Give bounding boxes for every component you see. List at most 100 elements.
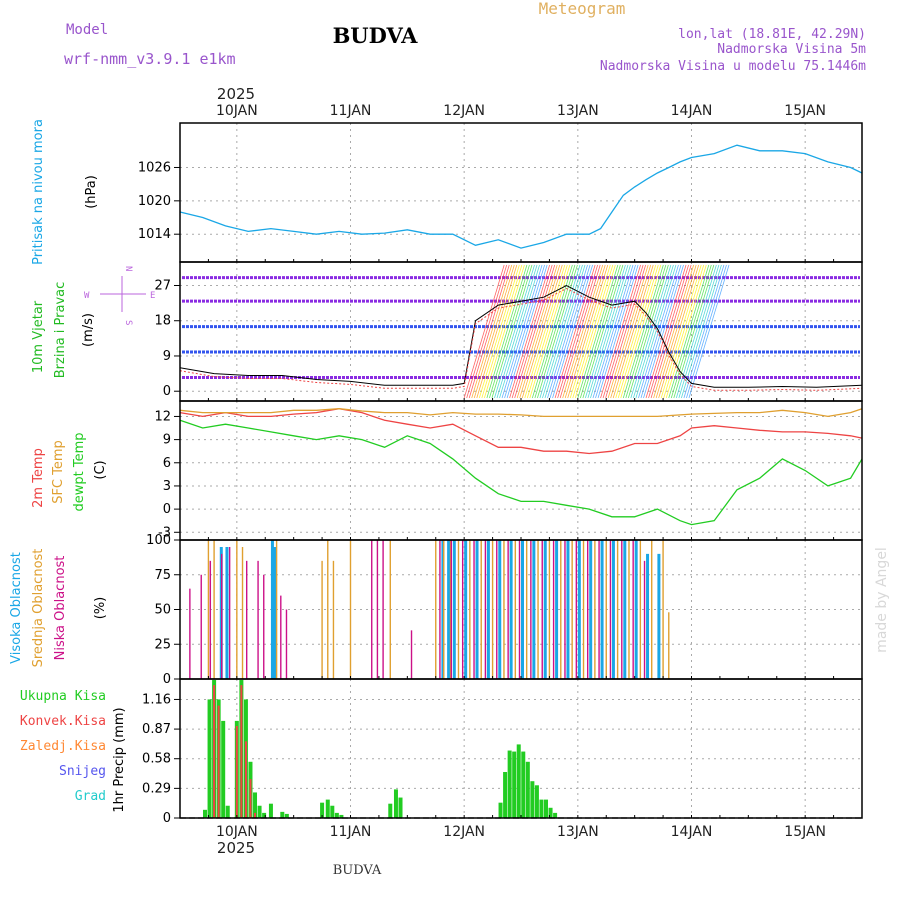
wind-hatch xyxy=(486,264,528,399)
y-tick-label: 3 xyxy=(163,479,171,494)
pressure-title: Pritisak na nivou mora xyxy=(31,119,46,265)
precip-graupel-legend: Grad xyxy=(75,789,106,804)
precip-total-bar xyxy=(325,799,330,818)
temp-ylabel: (C) xyxy=(93,460,108,479)
wind-hatch xyxy=(627,264,669,399)
y-tick-label: 1020 xyxy=(138,194,171,209)
model-name: wrf-nmm_v3.9.1 e1km xyxy=(64,50,236,68)
wind-hatch xyxy=(590,264,631,399)
wind-hatch xyxy=(658,264,700,399)
wind-hatch xyxy=(660,264,702,399)
precip-total-bar xyxy=(203,809,208,818)
x-tick-label-bottom: 11JAN xyxy=(330,824,372,840)
wind-hatch xyxy=(688,264,730,399)
precip-total-bar xyxy=(534,785,539,818)
wind-hatch xyxy=(499,264,540,399)
y-tick-label: 0.29 xyxy=(142,781,171,796)
pressure-line xyxy=(179,144,863,249)
wind-hatch xyxy=(582,264,624,399)
precip-total-bar xyxy=(207,699,212,818)
temp2m-line xyxy=(179,408,863,455)
precip-frozen-legend: Zaledj.Kisa xyxy=(20,739,106,754)
precip-total-bar xyxy=(530,781,535,818)
precip-ylabel: 1hr Precip (mm) xyxy=(112,707,127,812)
precip-total-bar xyxy=(339,814,344,818)
panel-frame xyxy=(179,261,863,402)
precip-total-bar xyxy=(548,807,553,818)
wind-direction-legend: W E N S xyxy=(84,266,155,325)
precip-total-bar xyxy=(525,761,530,818)
wind-hatch xyxy=(648,264,689,399)
y-tick-label: -3 xyxy=(158,525,171,540)
precip-total-bar xyxy=(225,805,230,818)
wind-hatch xyxy=(678,264,720,399)
wind-hatch xyxy=(663,264,705,399)
wind-hatch xyxy=(635,264,677,399)
cloud-mid-title: Srednja Oblacnost xyxy=(31,549,46,668)
wind-hatch xyxy=(547,264,588,399)
y-tick-label: 0 xyxy=(163,672,171,687)
y-tick-label: 18 xyxy=(154,314,171,329)
precip-total-bar xyxy=(253,792,258,818)
wind-hatch xyxy=(542,264,583,399)
wind-hatch xyxy=(531,264,573,399)
x-tick-label-top: 10JAN xyxy=(216,103,258,119)
precip-total-bar xyxy=(330,805,335,818)
cloud-high-title: Visoka Oblacnost xyxy=(9,552,24,664)
wind-hatch xyxy=(567,264,609,399)
precip-total-bar xyxy=(257,805,262,818)
dewpt-title: dewpt Temp xyxy=(72,432,87,511)
wind-hatch xyxy=(511,264,553,399)
y-tick-label: 0.58 xyxy=(142,752,171,767)
wind-hatch xyxy=(489,264,530,399)
x-tick-label-top: 13JAN xyxy=(557,103,599,119)
precip-total-bar xyxy=(398,797,403,818)
precip-total-bar xyxy=(512,751,517,818)
compass-north: N xyxy=(123,266,133,271)
precip-total-bar xyxy=(521,751,526,818)
y-tick-label: 0 xyxy=(163,384,171,399)
wind-hatch xyxy=(653,264,694,399)
wind-hatch xyxy=(491,264,533,399)
wind-hatch xyxy=(564,264,606,399)
wind-hatch xyxy=(549,264,591,399)
wind-hatch xyxy=(665,264,707,399)
precip-total-bar xyxy=(221,720,226,818)
dewpoint-line xyxy=(179,419,863,526)
wind-hatch xyxy=(673,264,715,399)
precip-total-bar xyxy=(320,802,325,818)
cloud-low-title: Niska Oblacnost xyxy=(53,556,68,661)
wind-hatch xyxy=(625,264,667,399)
wind-hatch xyxy=(668,264,710,399)
y-tick-label: 27 xyxy=(154,278,171,293)
compass-east: E xyxy=(150,291,155,301)
wind-hatch xyxy=(622,264,664,399)
x-tick-label-top: 12JAN xyxy=(443,103,485,119)
elevation-text: Nadmorska Visina 5m xyxy=(717,42,866,57)
coords-text: lon,lat (18.81E, 42.29N) xyxy=(678,27,866,42)
precip-conv-bar xyxy=(213,685,216,818)
wind-hatch xyxy=(552,264,593,399)
wind-title-1: 10m Vjetar xyxy=(31,300,46,373)
wind-hatch xyxy=(640,264,682,399)
wind-hatch xyxy=(620,264,662,399)
wind-hatch xyxy=(610,264,652,399)
precip-total-legend: Ukupna Kisa xyxy=(20,689,106,704)
wind-hatch xyxy=(612,264,654,399)
precip-total-bar xyxy=(544,799,549,818)
compass-arrows-icon xyxy=(100,276,146,312)
wind-hatch xyxy=(514,264,556,399)
wind-speed-line xyxy=(179,284,863,388)
sfctemp-title: SFC Temp xyxy=(51,440,66,504)
wind-hatch xyxy=(670,264,712,399)
precip-total-bar xyxy=(262,812,267,818)
wind-hatch xyxy=(544,264,586,399)
wind-hatch xyxy=(675,264,717,399)
y-tick-label: 100 xyxy=(146,533,171,548)
wind-hatch xyxy=(569,264,611,399)
data-layer xyxy=(179,144,863,819)
sfctemp-line xyxy=(179,408,863,418)
wind-hatch xyxy=(501,264,543,399)
y-tick-label: 75 xyxy=(154,568,171,583)
